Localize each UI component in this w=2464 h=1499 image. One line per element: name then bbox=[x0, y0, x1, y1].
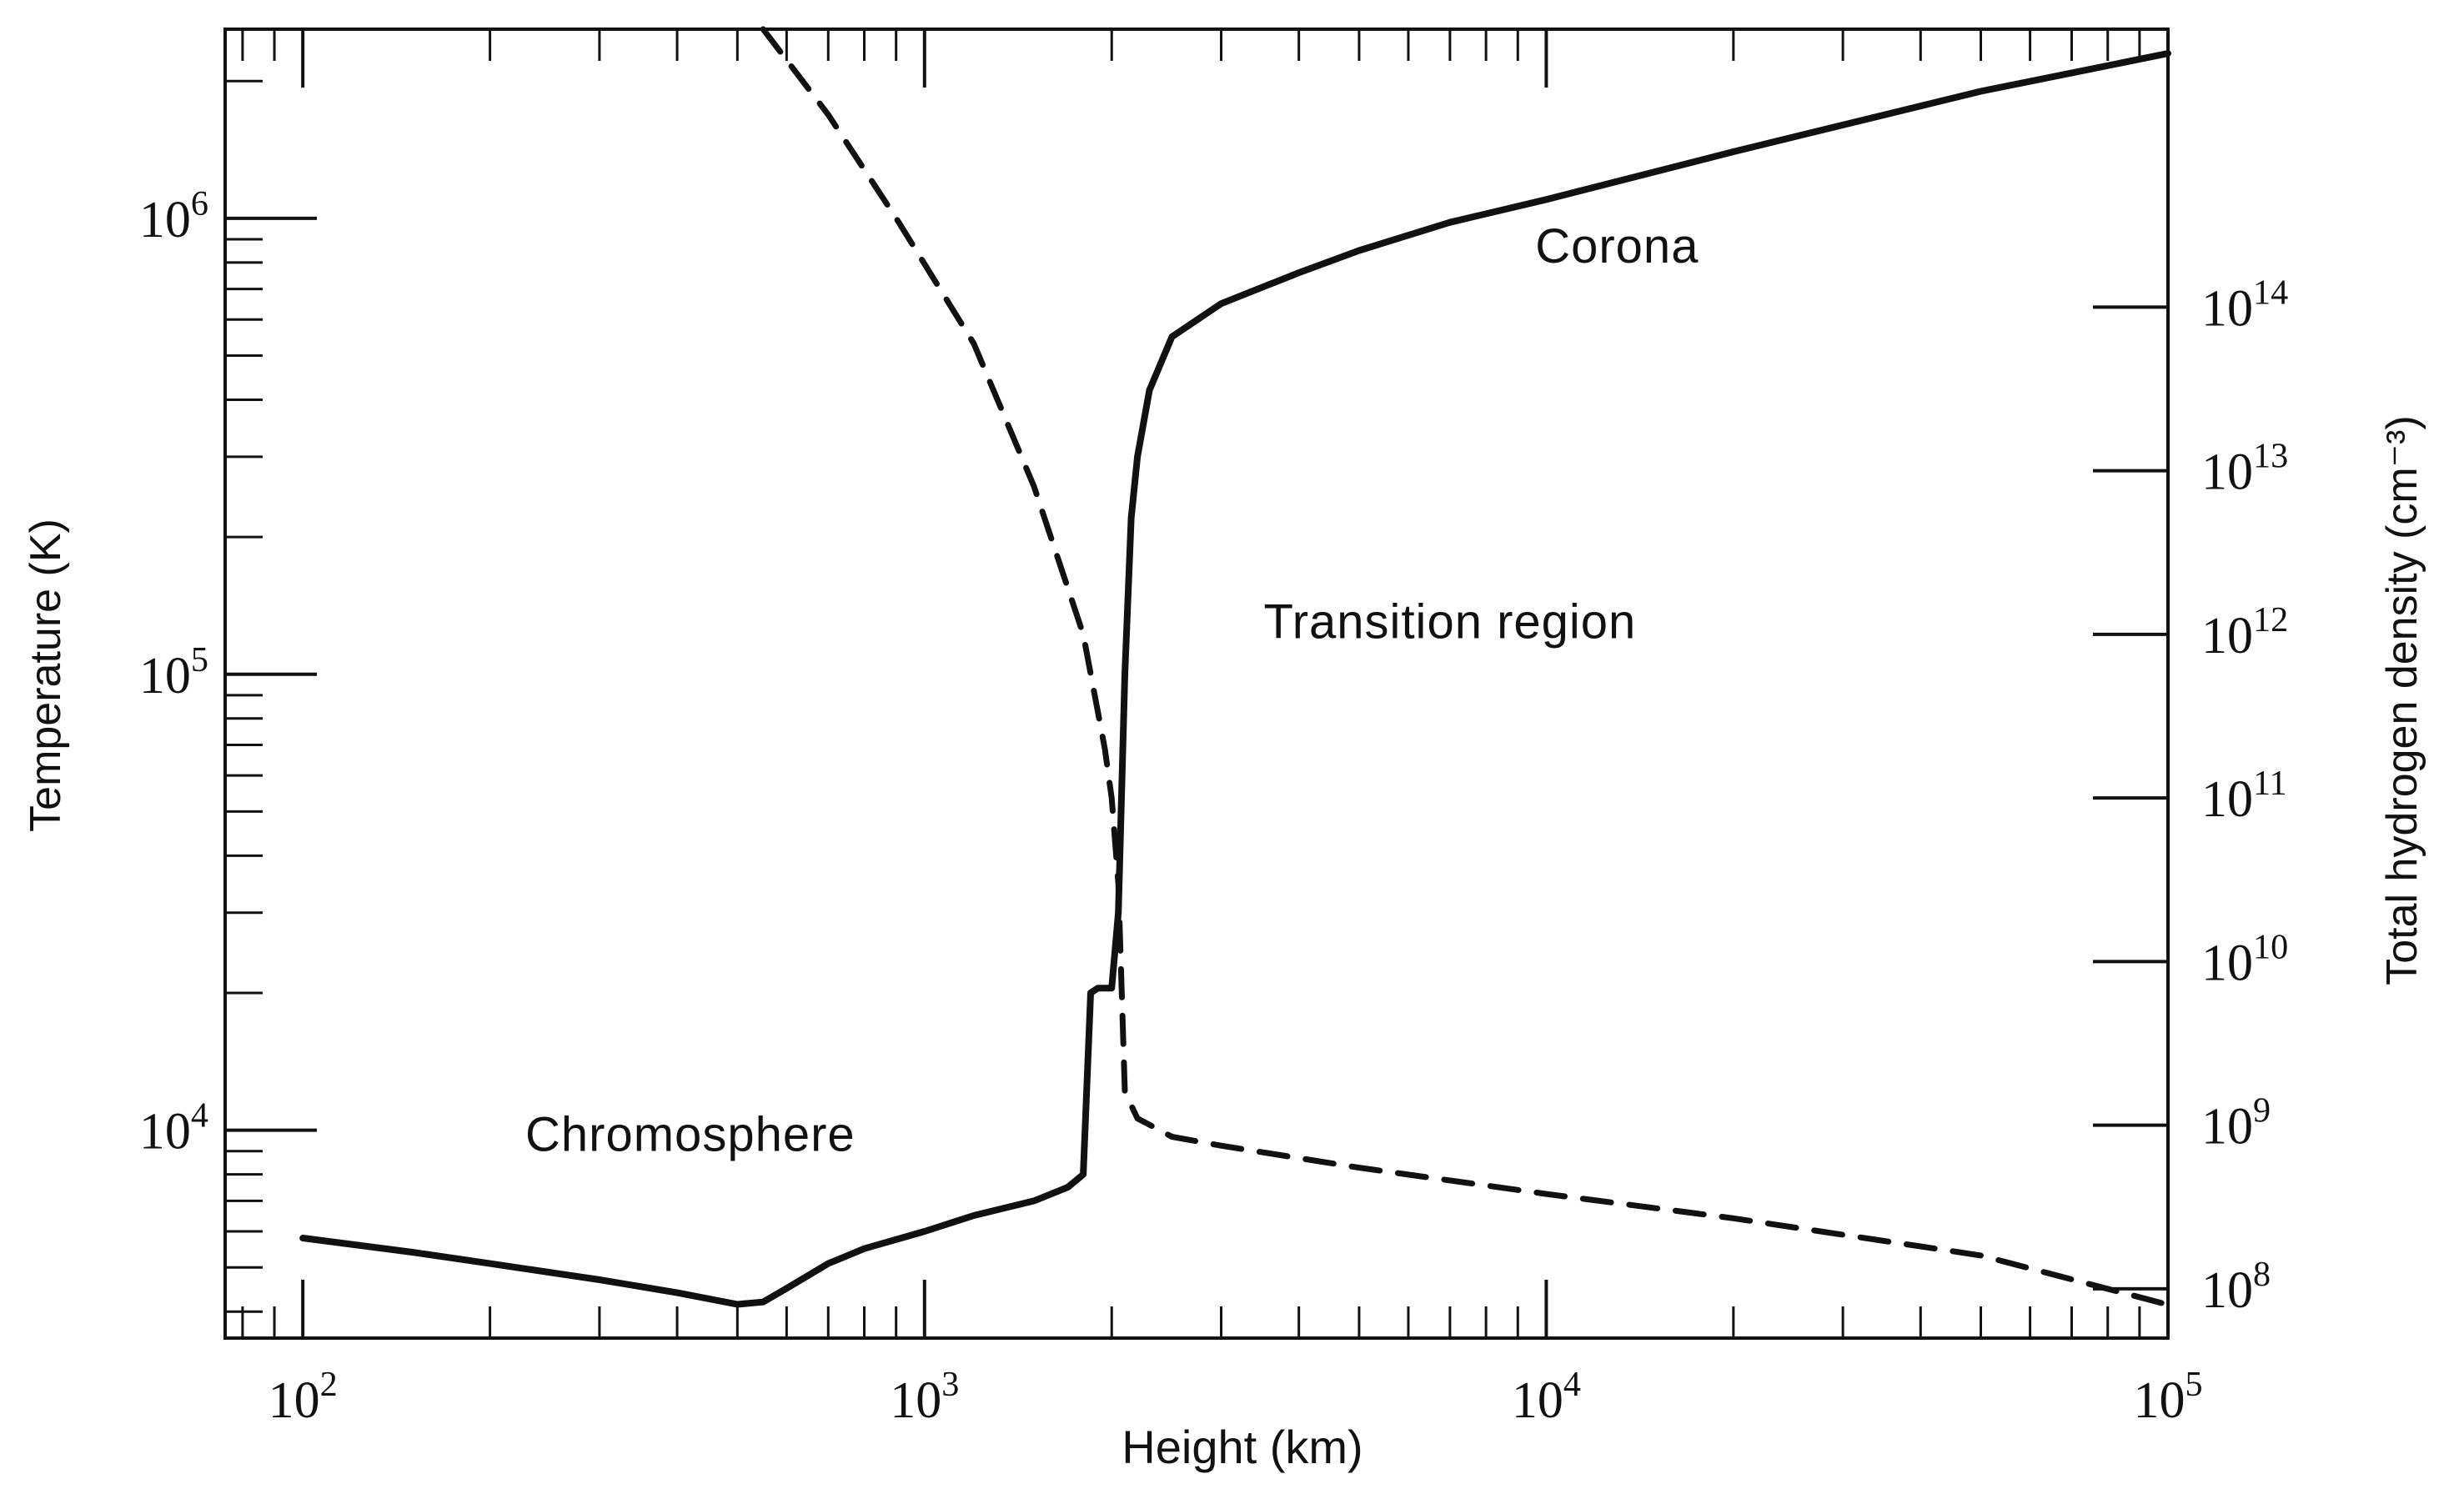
y-tick-label: 105 bbox=[139, 640, 208, 704]
x-tick-label: 105 bbox=[2133, 1365, 2202, 1429]
x-tick-label: 102 bbox=[268, 1365, 338, 1429]
annotation-label: Transition region bbox=[1263, 594, 1636, 649]
annotation-label: Chromosphere bbox=[525, 1108, 856, 1162]
plot-frame bbox=[223, 28, 2170, 1340]
x-axis-title: Height (km) bbox=[1122, 1421, 1362, 1473]
tick-marks bbox=[225, 29, 2168, 1338]
y2-tick-label: 1013 bbox=[2201, 437, 2288, 501]
y-tick-label: 104 bbox=[139, 1096, 208, 1161]
density-series-line bbox=[760, 26, 2171, 1308]
y2-tick-label: 1012 bbox=[2201, 600, 2288, 664]
series-layer bbox=[299, 26, 2171, 1308]
y-axis-title: Temperature (K) bbox=[22, 519, 70, 832]
y2-tick-label: 1014 bbox=[2201, 273, 2288, 337]
y2-tick-label: 1010 bbox=[2201, 927, 2288, 991]
y2-tick-label: 1011 bbox=[2201, 764, 2287, 828]
x-tick-label: 103 bbox=[890, 1365, 959, 1429]
y2-axis-title: Total hydrogen density (cm⁻³) bbox=[2378, 415, 2426, 985]
x-tick-label: 104 bbox=[1512, 1365, 1581, 1429]
temperature-series-line bbox=[299, 50, 2171, 1308]
plot-border bbox=[223, 28, 2170, 1340]
y2-tick-label: 109 bbox=[2201, 1091, 2271, 1156]
y-tick-label: 106 bbox=[139, 184, 208, 248]
annotation-label: Corona bbox=[1535, 219, 1699, 273]
y2-tick-label: 108 bbox=[2201, 1255, 2271, 1319]
labels-layer: 102 103 104 105 104 105 106 108 109 1010 1011 1012 1… bbox=[139, 184, 2288, 1429]
